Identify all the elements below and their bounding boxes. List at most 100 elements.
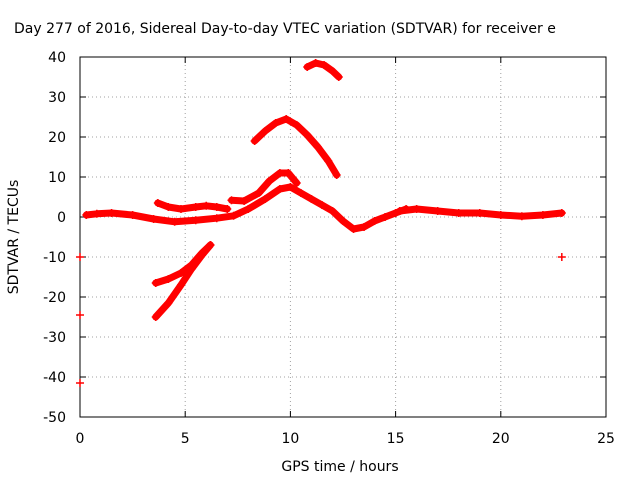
- data-point: [229, 211, 238, 220]
- data-point: [191, 216, 200, 225]
- data-point: [349, 225, 358, 233]
- x-axis-ticks: 0 5 10 15 20 25: [76, 57, 615, 447]
- data-point: [475, 209, 484, 217]
- data-point: [92, 209, 101, 218]
- x-tick-label: 25: [597, 431, 615, 447]
- data-point: [292, 121, 301, 129]
- data-point: [164, 299, 173, 307]
- data-point: [282, 115, 291, 123]
- data-point: [538, 211, 547, 219]
- data-point: [153, 199, 162, 207]
- data-point: [303, 131, 312, 139]
- data-point: [360, 223, 369, 231]
- data-point: [296, 189, 305, 197]
- data-point: [164, 275, 173, 283]
- x-tick-label: 20: [492, 431, 510, 447]
- x-tick-label: 5: [181, 431, 190, 447]
- y-axis-label: SDTVAR / TECUs: [6, 180, 22, 295]
- data-point: [275, 185, 284, 193]
- plot-frame: [79, 56, 607, 418]
- data-point: [496, 211, 505, 219]
- data-point: [254, 189, 263, 197]
- data-point: [176, 281, 185, 289]
- data-point: [206, 241, 215, 249]
- data-point: [261, 127, 270, 135]
- data-point: [202, 201, 211, 210]
- data-point: [151, 313, 160, 321]
- data-point: [303, 63, 312, 71]
- y-tick-label: 0: [57, 210, 66, 226]
- data-point: [76, 379, 84, 387]
- data-point: [271, 119, 280, 127]
- data-point: [176, 205, 185, 213]
- data-point: [128, 211, 137, 219]
- grid: [80, 57, 606, 417]
- y-tick-label: 20: [48, 130, 66, 146]
- data-track-1: [82, 183, 410, 233]
- data-point: [328, 207, 337, 215]
- data-point: [339, 217, 347, 225]
- data-point: [412, 205, 421, 213]
- y-tick-label: 10: [48, 170, 66, 186]
- data-point: [149, 215, 158, 223]
- data-point: [212, 203, 221, 211]
- data-point: [292, 179, 301, 187]
- data-point: [395, 207, 404, 215]
- data-point: [223, 205, 232, 213]
- data-point: [324, 157, 333, 165]
- x-tick-label: 10: [281, 431, 299, 447]
- data-point: [151, 279, 160, 287]
- data-point: [332, 171, 341, 179]
- y-tick-label: 40: [48, 50, 66, 66]
- data-point: [320, 61, 329, 69]
- data-point: [76, 253, 84, 261]
- data-point: [191, 203, 200, 211]
- data-point: [517, 212, 526, 221]
- data-point: [328, 67, 337, 75]
- data-point: [370, 217, 379, 225]
- data-point: [433, 207, 442, 215]
- data-point: [212, 214, 221, 223]
- x-axis-label: GPS time / hours: [281, 459, 398, 475]
- data-point: [265, 177, 274, 185]
- data-point: [107, 209, 116, 217]
- data-point: [76, 311, 84, 319]
- y-tick-label: -20: [43, 290, 66, 306]
- data-point: [317, 201, 326, 209]
- data-point: [454, 209, 463, 217]
- data-point: [187, 265, 196, 273]
- data-track-4: [251, 115, 341, 179]
- data-point: [261, 195, 270, 203]
- data-point: [286, 183, 295, 191]
- data-point: [170, 217, 179, 226]
- y-axis-ticks: 40 30 20 10 0 -10 -20 -30 -40 -50: [43, 50, 606, 426]
- data-point: [311, 59, 320, 67]
- data-point: [275, 169, 284, 177]
- data-point: [82, 211, 91, 219]
- data-marks: [76, 59, 566, 387]
- data-point: [557, 209, 566, 217]
- data-point: [240, 197, 249, 205]
- data-point: [381, 213, 390, 221]
- data-point: [164, 203, 173, 211]
- data-point: [557, 253, 566, 261]
- y-tick-label: -10: [43, 250, 66, 266]
- chart-title: Day 277 of 2016, Sidereal Day-to-day VTE…: [14, 21, 556, 37]
- y-tick-label: -50: [43, 410, 66, 426]
- data-point: [244, 205, 253, 213]
- data-point: [313, 143, 322, 151]
- y-tick-label: -40: [43, 370, 66, 386]
- data-track-7: [152, 241, 214, 321]
- data-point: [176, 269, 185, 277]
- data-point: [334, 73, 343, 81]
- x-tick-label: 0: [76, 431, 85, 447]
- y-tick-label: 30: [48, 90, 66, 106]
- y-tick-label: -30: [43, 330, 66, 346]
- data-point: [227, 196, 236, 205]
- data-point: [307, 195, 316, 203]
- data-point: [198, 251, 207, 259]
- x-tick-label: 15: [387, 431, 405, 447]
- data-point: [284, 169, 293, 177]
- data-point: [250, 137, 259, 145]
